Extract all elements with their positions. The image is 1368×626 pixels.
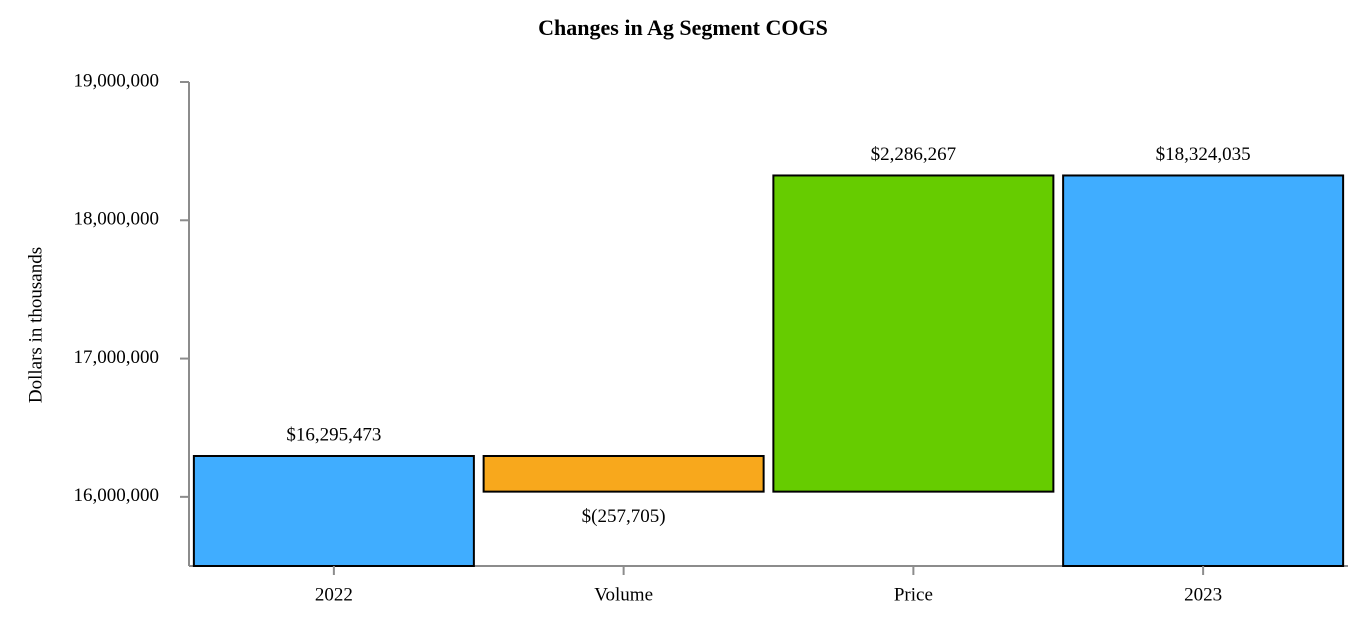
y-tick-label: 17,000,000 — [74, 347, 160, 368]
x-tick-label: Price — [894, 584, 933, 605]
value-label: $16,295,473 — [286, 424, 381, 445]
value-label: $18,324,035 — [1156, 144, 1251, 165]
x-tick-label: 2022 — [315, 584, 353, 605]
value-label: $2,286,267 — [871, 144, 957, 165]
x-tick-label: Volume — [594, 584, 653, 605]
chart-title: Changes in Ag Segment COGS — [538, 15, 828, 40]
y-tick-label: 19,000,000 — [74, 70, 160, 91]
y-axis-label: Dollars in thousands — [25, 247, 46, 403]
bar — [192, 454, 475, 567]
bar — [772, 174, 1055, 493]
y-tick-label: 18,000,000 — [74, 209, 160, 230]
value-label: $(257,705) — [582, 506, 666, 527]
bar — [482, 454, 765, 493]
x-tick-label: 2023 — [1184, 584, 1222, 605]
y-tick-label: 16,000,000 — [74, 485, 160, 506]
bar — [1062, 174, 1345, 568]
